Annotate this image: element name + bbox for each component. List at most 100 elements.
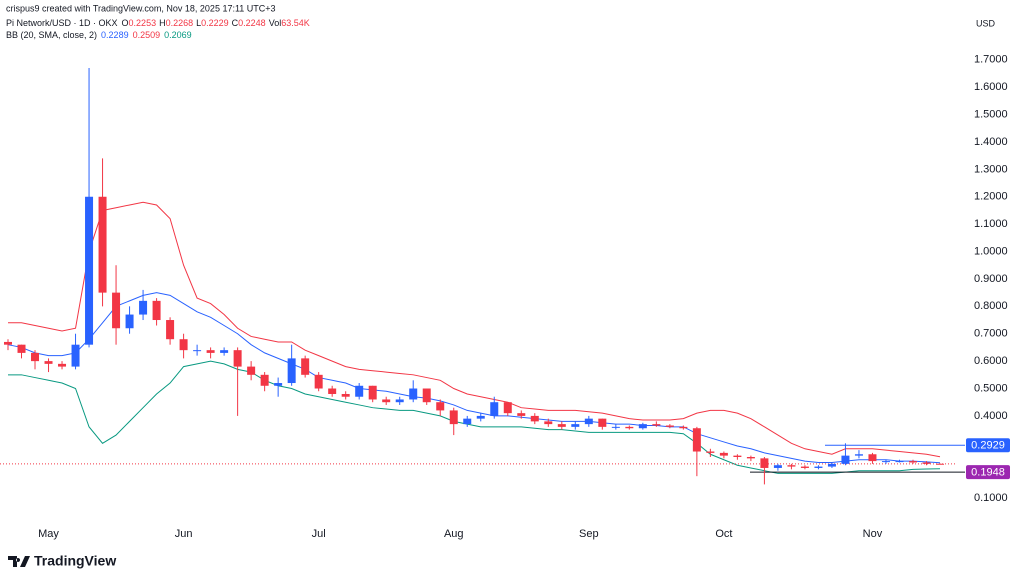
candle-body <box>409 388 418 400</box>
candle-body <box>31 352 40 362</box>
readout-value: 63.54K <box>281 18 310 28</box>
candle-body <box>557 424 566 427</box>
candle-body <box>139 300 148 315</box>
y-tick-label: 1.1000 <box>974 218 1008 230</box>
candle-body <box>341 393 350 397</box>
y-tick-label: 1.2000 <box>974 191 1008 203</box>
x-tick-label: Aug <box>444 528 464 540</box>
x-tick-label: Jul <box>312 528 326 540</box>
candle-body <box>17 344 26 353</box>
indicator-legend: BB (20, SMA, close, 2) 0.2289 0.2509 0.2069 <box>6 30 192 40</box>
readout-label: O <box>122 18 129 28</box>
candle-body <box>490 402 499 416</box>
candle-body <box>125 314 134 329</box>
candle-body <box>611 426 620 428</box>
candle-body <box>760 458 769 468</box>
symbol-legend: Pi Network/USD · 1D · OKX O0.2253 H0.2268 L… <box>6 18 310 28</box>
indicator-value: 0.2069 <box>164 30 192 40</box>
price-label: 0.2929 <box>971 440 1005 452</box>
candle-body <box>179 339 188 351</box>
candle-body <box>422 388 431 403</box>
candle-body <box>571 424 580 427</box>
y-tick-label: 0.6000 <box>974 355 1008 367</box>
y-tick-label: 1.5000 <box>974 108 1008 120</box>
readout-label: Vol <box>269 18 282 28</box>
logo-icon <box>8 556 30 567</box>
candle-body <box>220 350 229 353</box>
price-label: 0.1948 <box>971 467 1005 479</box>
candle-body <box>58 363 67 367</box>
band-line <box>8 201 941 458</box>
candle-body <box>665 425 674 427</box>
candle-body <box>854 454 863 456</box>
y-tick-label: 0.7000 <box>974 328 1008 340</box>
x-tick-label: Jun <box>175 528 193 540</box>
candle-body <box>503 402 512 414</box>
x-tick-label: Nov <box>863 528 883 540</box>
band-line <box>8 360 941 474</box>
candle-body <box>98 196 107 293</box>
candle-body <box>787 465 796 467</box>
price-label-box <box>966 438 1010 453</box>
y-tick-label: 0.5000 <box>974 382 1008 394</box>
candle-body <box>4 341 12 345</box>
candle-body <box>166 320 175 340</box>
candle-body <box>625 426 634 429</box>
attribution: crispus9 created with TradingView.com, N… <box>6 3 276 13</box>
candle-body <box>436 402 445 411</box>
candle-body <box>193 350 202 352</box>
candle-body <box>71 344 80 367</box>
candle-body <box>530 415 539 422</box>
candle-body <box>827 463 836 467</box>
candle-body <box>692 428 701 452</box>
x-tick-label: Oct <box>715 528 732 540</box>
symbol: Pi Network/USD · 1D · OKX <box>6 18 118 28</box>
candle-body <box>814 466 823 468</box>
logo: TradingView <box>8 553 116 569</box>
candle-body <box>301 358 310 375</box>
candle-body <box>544 421 553 425</box>
candle-body <box>476 415 485 419</box>
candle-body <box>382 399 391 403</box>
candle-body <box>112 292 121 329</box>
candle-body <box>274 383 283 386</box>
y-axis-label: USD <box>976 18 996 28</box>
y-tick-label: 0.4000 <box>974 410 1008 422</box>
readout-label: H <box>159 18 166 28</box>
readout-value: 0.2248 <box>238 18 266 28</box>
candle-body <box>746 456 755 459</box>
readout-label: C <box>232 18 239 28</box>
band-line <box>7 292 941 464</box>
readout-value: 0.2268 <box>166 18 194 28</box>
candle-body <box>733 455 742 457</box>
candle-body <box>584 418 593 425</box>
y-tick-label: 0.9000 <box>974 273 1008 285</box>
candle-body <box>247 366 256 375</box>
candle-body <box>314 374 323 389</box>
x-tick-label: May <box>38 528 59 540</box>
candle-body <box>706 451 715 453</box>
y-tick-label: 1.3000 <box>974 163 1008 175</box>
indicator-value: 0.2509 <box>133 30 161 40</box>
candle-body <box>908 461 917 463</box>
candle-body <box>260 374 269 386</box>
candle-body <box>355 385 364 397</box>
candle-body <box>44 361 53 364</box>
candle-body <box>881 461 890 463</box>
candle-body <box>936 463 944 465</box>
candle-body <box>800 466 809 468</box>
y-tick-label: 0.8000 <box>974 300 1008 312</box>
candle-body <box>328 388 337 394</box>
candle-body <box>449 410 458 425</box>
readout-label: L <box>196 18 201 28</box>
candle-body <box>85 196 94 345</box>
candle-body <box>638 424 647 429</box>
y-tick-label: 1.4000 <box>974 136 1008 148</box>
candle-body <box>152 300 161 321</box>
readout-value: 0.2229 <box>201 18 229 28</box>
candle-body <box>598 418 607 427</box>
candle-body <box>368 385 377 400</box>
candle-body <box>287 358 296 384</box>
